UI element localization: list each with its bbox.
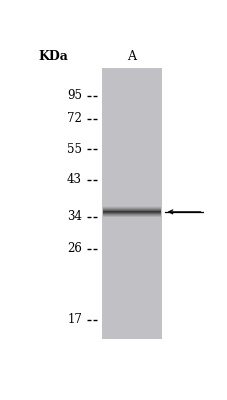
Bar	[102, 68, 162, 339]
Text: 43: 43	[67, 173, 82, 186]
Text: 72: 72	[67, 112, 82, 125]
Text: 55: 55	[67, 142, 82, 156]
Text: A: A	[127, 50, 136, 63]
Text: 34: 34	[67, 210, 82, 223]
Text: 17: 17	[67, 313, 82, 326]
Text: KDa: KDa	[38, 50, 68, 63]
Text: 95: 95	[67, 89, 82, 102]
Text: 26: 26	[67, 242, 82, 255]
